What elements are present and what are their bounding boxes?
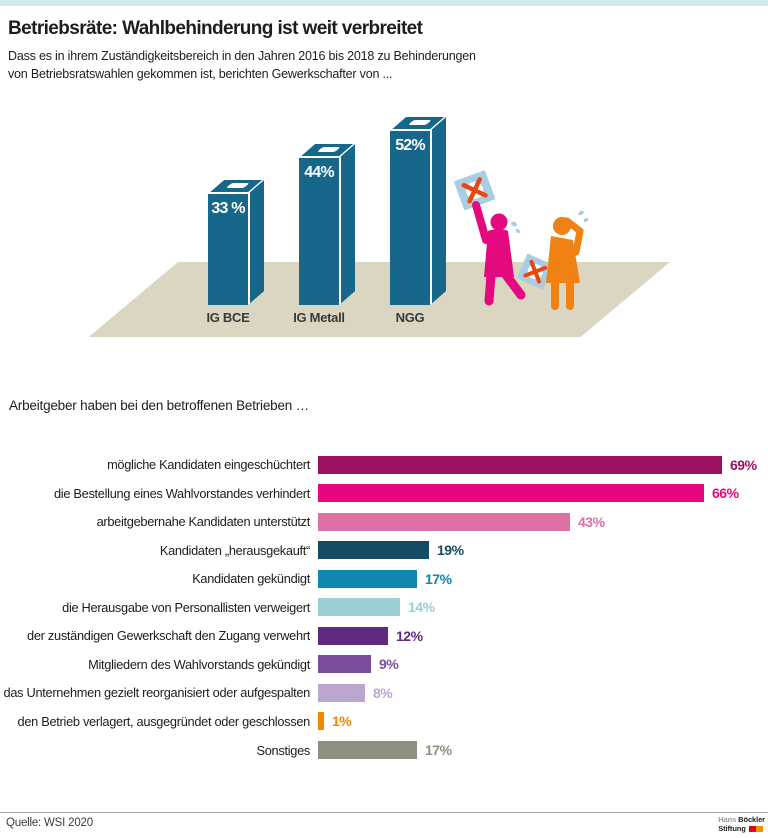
column-category-label: NGG: [395, 310, 425, 325]
column-side-face: [248, 180, 264, 305]
bar-value-label: 17%: [425, 742, 452, 758]
column-value-label: 52%: [395, 137, 425, 154]
bar-value-label: 14%: [408, 599, 435, 616]
sweat-drop-icon: [511, 221, 517, 227]
ballot-slot-icon: [407, 120, 432, 125]
bar-row-label: die Herausgabe von Personallisten verwei…: [62, 599, 310, 615]
bar-row: mögliche Kandidaten eingeschüchtert 69%: [0, 451, 768, 479]
logo-orange-block: [755, 826, 763, 832]
bar-row-label: mögliche Kandidaten eingeschüchtert: [107, 457, 310, 472]
bar-row: arbeitgebernahe Kandidaten unterstützt 43…: [0, 508, 768, 536]
bar-row: das Unternehmen gezielt reorganisiert od…: [0, 679, 768, 707]
illustration-figures: [454, 170, 589, 310]
bar-row: Kandidaten gekündigt 17%: [0, 565, 768, 593]
sweat-drop-icon: [578, 210, 584, 216]
bar-row-label: das Unternehmen gezielt reorganisiert od…: [3, 685, 311, 701]
ballot-slot-icon: [316, 147, 341, 152]
bar-row-label: Mitgliedern des Wahlvorstands gekündigt: [88, 656, 310, 672]
ballot-box-column: 44%: [299, 144, 356, 305]
sweat-drop-icon: [583, 218, 589, 222]
bar-row: die Bestellung eines Wahlvorstandes verh…: [0, 479, 768, 507]
ballot-box-column: 52%: [390, 117, 447, 305]
bar-row: Mitgliedern des Wahlvorstands gekündigt 9…: [0, 650, 768, 678]
bar-row-label: den Betrieb verlagert, ausgegründet oder…: [17, 713, 311, 729]
bar: [318, 598, 400, 617]
orange-person-figure: [516, 210, 589, 310]
bar-row: die Herausgabe von Personallisten verwei…: [0, 593, 768, 621]
bar-value-label: 43%: [578, 513, 605, 530]
bar: [318, 741, 417, 759]
bar-row: der zuständigen Gewerkschaft den Zugang …: [0, 622, 768, 650]
bar-row: Kandidaten „herausgekauft“ 19%: [0, 536, 768, 564]
bar: [318, 569, 417, 588]
bar-value-label: 1%: [332, 713, 352, 730]
sweat-drop-icon: [515, 228, 521, 234]
bar-row-label: Kandidaten gekündigt: [192, 571, 310, 587]
bar-row-label: arbeitgebernahe Kandidaten unterstützt: [96, 514, 311, 530]
ballot-box-column: 33 %: [208, 180, 265, 305]
ballot-slot-icon: [225, 183, 250, 188]
subtitle-line-2: von Betriebsratswahlen gekommen ist, ber…: [8, 67, 393, 81]
bar: [318, 655, 371, 674]
column-side-face: [339, 144, 355, 305]
column-category-label: IG BCE: [206, 310, 250, 325]
bar-value-label: 66%: [712, 485, 739, 502]
bar: [318, 626, 388, 645]
logo-red-block: [748, 826, 756, 832]
bar: [318, 512, 570, 531]
bar-value-label: 69%: [730, 456, 757, 473]
raised-ballot-icon: [454, 170, 496, 211]
dropped-ballot-icon: [516, 253, 554, 290]
bar: [318, 712, 324, 731]
column-chart: 33 % IG BCE 44% IG Metall 52% NGG: [0, 0, 768, 360]
top-accent-bar: [0, 0, 768, 6]
column-front-face: [299, 158, 339, 305]
column-category-label: IG Metall: [293, 310, 345, 325]
column-value-label: 44%: [304, 164, 334, 181]
bar: [318, 683, 365, 702]
bar-row-label: Sonstiges: [256, 742, 311, 758]
bar-value-label: 19%: [437, 542, 464, 559]
subtitle-line-1: Dass es in ihrem Zuständigkeitsbereich i…: [8, 49, 476, 63]
column-value-label: 33 %: [211, 200, 245, 217]
source-note: Quelle: WSI 2020: [6, 817, 93, 829]
logo-color-blocks: [748, 824, 763, 833]
column-front-face: [390, 131, 430, 305]
column-front-face: [208, 194, 248, 305]
bar-row-label: Kandidaten „herausgekauft“: [159, 542, 310, 558]
bar-row-label: der zuständigen Gewerkschaft den Zugang …: [27, 628, 310, 644]
bar: [318, 455, 722, 474]
pink-person-figure: [454, 170, 526, 306]
page-title: Betriebsräte: Wahlbehinderung ist weit v…: [8, 18, 423, 39]
bar-value-label: 9%: [379, 656, 399, 673]
bar-value-label: 17%: [425, 570, 452, 587]
footer-divider: [0, 812, 768, 813]
bar: [318, 541, 429, 560]
bar-row: Sonstiges 17%: [0, 736, 768, 764]
bar-value-label: 8%: [373, 684, 393, 701]
bar-row: den Betrieb verlagert, ausgegründet oder…: [0, 707, 768, 735]
logo-line-2: Stiftung: [718, 824, 765, 833]
bar-row-label: die Bestellung eines Wahlvorstandes verh…: [53, 485, 310, 501]
bar: [318, 484, 704, 503]
logo-line-1: Hans Böckler: [718, 815, 765, 824]
page-subtitle: Dass es in ihrem Zuständigkeitsbereich i…: [8, 47, 476, 83]
section-heading: Arbeitgeber haben bei den betroffenen Be…: [9, 398, 309, 413]
hans-boeckler-stiftung-logo: Hans Böckler Stiftung: [718, 815, 765, 833]
bar-value-label: 12%: [396, 627, 423, 644]
